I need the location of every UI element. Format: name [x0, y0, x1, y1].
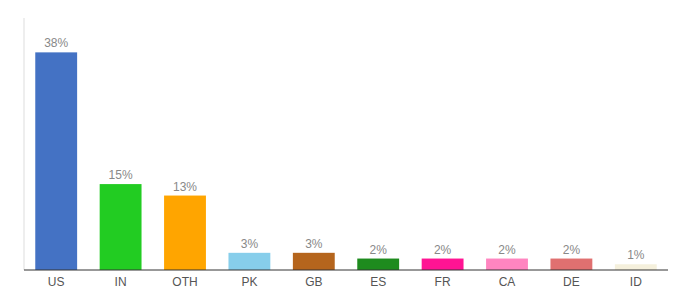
bar	[486, 259, 528, 270]
x-tick-label: OTH	[172, 275, 197, 289]
bar	[615, 264, 657, 270]
bar	[293, 253, 335, 270]
bar	[357, 259, 399, 270]
x-tick-label: PK	[241, 275, 257, 289]
data-label: 2%	[370, 243, 388, 257]
y-axis-line	[24, 18, 25, 270]
data-label: 2%	[434, 243, 452, 257]
bar	[164, 196, 206, 270]
data-label: 15%	[109, 168, 133, 182]
bar	[100, 184, 142, 270]
data-label: 3%	[305, 237, 323, 251]
x-tick-label: DE	[563, 275, 580, 289]
bar	[228, 253, 270, 270]
data-label: 2%	[498, 243, 516, 257]
data-label: 2%	[563, 243, 581, 257]
data-label: 1%	[627, 248, 645, 262]
data-label: 13%	[173, 180, 197, 194]
bar	[550, 259, 592, 270]
bars	[35, 52, 656, 270]
data-label: 38%	[44, 36, 68, 50]
data-label: 3%	[241, 237, 259, 251]
x-tick-label: ES	[370, 275, 386, 289]
x-tick-label: GB	[305, 275, 322, 289]
page: {"chart_data": {"type": "bar", "categori…	[0, 0, 680, 300]
x-tick-label: CA	[499, 275, 516, 289]
bar	[35, 52, 77, 270]
x-tick-label: IN	[115, 275, 127, 289]
x-axis-line	[24, 270, 668, 271]
chart-container: US IN OTH PK GB ES FR CA DE ID 38% 15% 13% 3% 3% 2% 2% 2%…	[0, 0, 680, 300]
x-tick-label: FR	[435, 275, 451, 289]
chart: US IN OTH PK GB ES FR CA DE ID 38% 15% 13% 3% 3% 2% 2% 2%…	[0, 0, 680, 300]
x-tick-label: ID	[630, 275, 642, 289]
bar	[422, 259, 464, 270]
x-tick-label: US	[48, 275, 65, 289]
